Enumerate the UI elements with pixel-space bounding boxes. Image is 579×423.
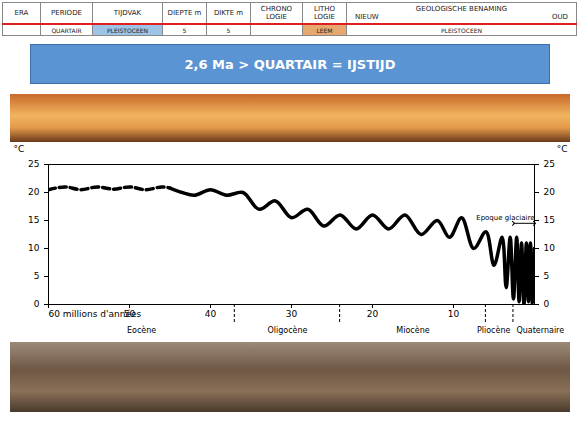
svg-text:5: 5 xyxy=(34,271,40,281)
svg-text:°C: °C xyxy=(14,144,25,154)
svg-text:10: 10 xyxy=(448,309,460,319)
html-text:2,6 Ma > QUARTAIR = IJSTIJD: 2,6 Ma > QUARTAIR = IJSTIJD xyxy=(184,56,396,72)
svg-text:Quaternaire: Quaternaire xyxy=(516,326,564,335)
html-text:GEOLOGISCHE BENAMING: GEOLOGISCHE BENAMING xyxy=(415,5,508,13)
svg-text:20: 20 xyxy=(28,187,40,197)
svg-text:0: 0 xyxy=(34,299,40,309)
svg-text:Eocène: Eocène xyxy=(127,325,156,335)
html-text:LITHO LOGIE: LITHO LOGIE xyxy=(314,5,335,21)
html-text:5: 5 xyxy=(226,26,231,34)
html-text:TIJDVAK: TIJDVAK xyxy=(113,9,142,17)
svg-text:5: 5 xyxy=(544,271,550,281)
html-text:LEEM: LEEM xyxy=(316,26,333,34)
svg-text:30: 30 xyxy=(286,309,298,319)
html-text:DIEPTE m: DIEPTE m xyxy=(167,9,202,17)
html-text:DIKTE m: DIKTE m xyxy=(213,9,244,17)
svg-text:60 millions d'années: 60 millions d'années xyxy=(49,309,142,319)
svg-text:25: 25 xyxy=(544,159,555,169)
html-text:PERIODE: PERIODE xyxy=(51,9,82,17)
html-text:CHRONO LOGIE: CHRONO LOGIE xyxy=(260,5,293,21)
svg-text:40: 40 xyxy=(205,309,217,319)
svg-text:20: 20 xyxy=(544,187,556,197)
html-text:5: 5 xyxy=(182,26,187,34)
svg-text:20: 20 xyxy=(367,309,379,319)
svg-text:15: 15 xyxy=(544,215,555,225)
html-text:PLEISTOCEEN: PLEISTOCEEN xyxy=(107,26,148,34)
html-text:PLEISTOCEEN: PLEISTOCEEN xyxy=(441,26,482,34)
svg-text:50: 50 xyxy=(124,309,136,319)
html-text:NIEUW: NIEUW xyxy=(355,13,379,21)
svg-text:10: 10 xyxy=(544,243,556,253)
html-text:OUD: OUD xyxy=(552,13,568,21)
svg-text:Miocène: Miocène xyxy=(396,325,429,335)
html-text:ERA: ERA xyxy=(14,9,29,17)
svg-text:°C: °C xyxy=(557,144,568,154)
svg-text:Epoque glaciaire: Epoque glaciaire xyxy=(476,214,534,222)
svg-text:10: 10 xyxy=(28,243,40,253)
svg-text:Oligocène: Oligocène xyxy=(267,325,307,335)
html-text:QUARTAIR: QUARTAIR xyxy=(51,26,82,34)
svg-text:25: 25 xyxy=(28,159,39,169)
svg-text:Pliocène: Pliocène xyxy=(477,325,511,335)
svg-text:15: 15 xyxy=(28,215,39,225)
svg-text:0: 0 xyxy=(544,299,550,309)
